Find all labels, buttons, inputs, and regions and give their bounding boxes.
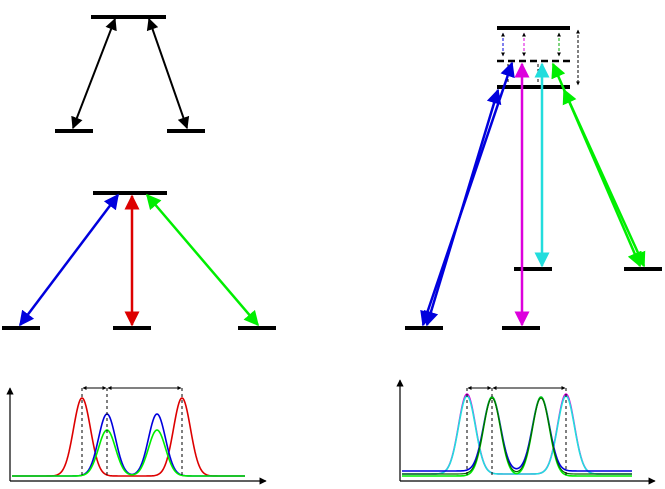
right-spectral-curves bbox=[402, 393, 632, 477]
green-transition-arrow bbox=[146, 193, 259, 327]
cyan-curve bbox=[402, 395, 632, 475]
dark-green-curve bbox=[402, 397, 632, 475]
blue-curve bbox=[12, 413, 245, 477]
green-transition-arrow-2 bbox=[562, 88, 646, 268]
resonance-spectrum-right bbox=[396, 379, 656, 485]
blue-curve bbox=[402, 396, 632, 472]
multi-level-coupling-scheme bbox=[405, 26, 662, 330]
transition-arrow-left bbox=[71, 17, 117, 130]
red-curve bbox=[12, 397, 245, 477]
v-four-level-scheme bbox=[2, 191, 276, 330]
magenta-curve bbox=[402, 393, 632, 475]
blue-transition-arrow-2 bbox=[423, 88, 502, 327]
green-curve bbox=[12, 429, 245, 477]
green-curve bbox=[402, 396, 632, 477]
blue-transition-arrow bbox=[19, 193, 119, 327]
resonance-spectrum-left bbox=[6, 386, 267, 485]
transition-arrow-right bbox=[146, 17, 190, 130]
lambda-three-level-scheme bbox=[55, 15, 205, 133]
left-spectral-curves bbox=[12, 397, 245, 477]
